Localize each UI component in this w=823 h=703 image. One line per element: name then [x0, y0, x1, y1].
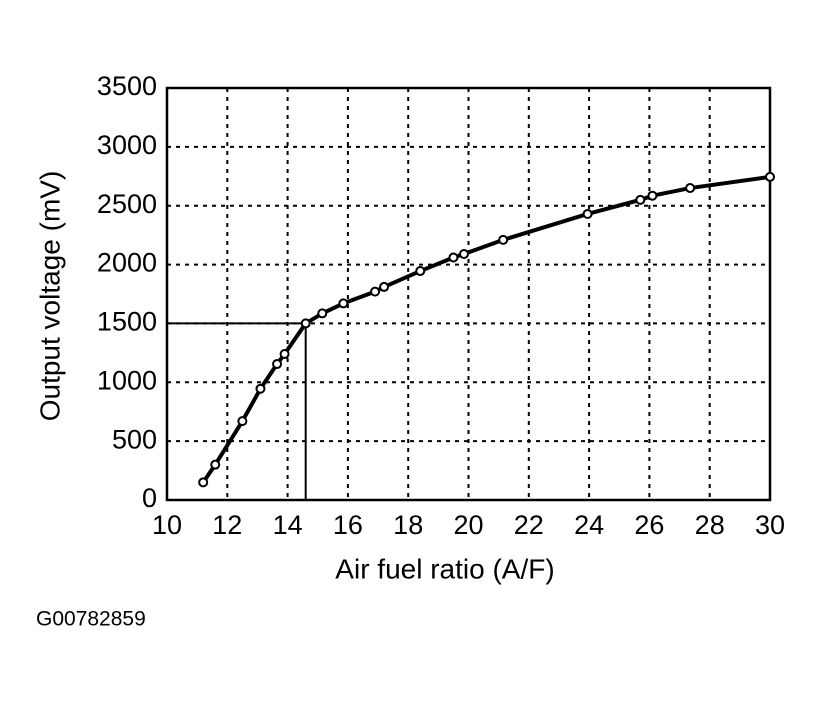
data-point — [685, 183, 696, 194]
data-point — [198, 477, 209, 488]
data-point — [647, 190, 658, 201]
data-point — [210, 459, 221, 470]
data-point — [279, 349, 290, 360]
y-tick-label: 2000 — [97, 248, 157, 278]
x-tick-label: 26 — [634, 510, 664, 540]
x-tick-label: 16 — [333, 510, 363, 540]
x-tick-label: 12 — [212, 510, 242, 540]
data-point — [448, 252, 459, 263]
x-tick-label: 14 — [273, 510, 303, 540]
y-tick-label: 3000 — [97, 130, 157, 160]
y-tick-label: 500 — [112, 424, 157, 454]
plot-frame — [165, 86, 772, 502]
data-point — [300, 318, 311, 329]
x-tick-label: 10 — [152, 510, 182, 540]
data-point — [272, 359, 283, 370]
data-point — [582, 208, 593, 219]
data-point — [237, 416, 248, 427]
data-point — [635, 194, 646, 205]
x-tick-label: 20 — [453, 510, 483, 540]
y-axis-label: Output voltage (mV) — [34, 171, 65, 422]
x-tick-label: 24 — [574, 510, 604, 540]
data-point — [370, 286, 381, 297]
data-point — [415, 266, 426, 277]
x-tick-label: 30 — [755, 510, 785, 540]
data-line — [201, 174, 771, 484]
x-tick-label: 18 — [393, 510, 423, 540]
y-tick-label: 2500 — [97, 189, 157, 219]
x-axis-label: Air fuel ratio (A/F) — [335, 553, 554, 584]
data-point — [458, 248, 469, 259]
data-point — [498, 234, 509, 245]
data-point — [338, 298, 349, 309]
x-tick-label: 28 — [695, 510, 725, 540]
x-tick-label: 22 — [514, 510, 544, 540]
data-point — [317, 308, 328, 319]
data-point — [255, 383, 266, 394]
y-tick-label: 1500 — [97, 307, 157, 337]
figure-id: G00782859 — [36, 608, 146, 631]
y-tick-label: 0 — [142, 483, 157, 513]
data-point — [765, 171, 775, 182]
y-tick-label: 3500 — [97, 71, 157, 101]
data-point — [379, 281, 390, 292]
y-tick-label: 1000 — [97, 365, 157, 395]
